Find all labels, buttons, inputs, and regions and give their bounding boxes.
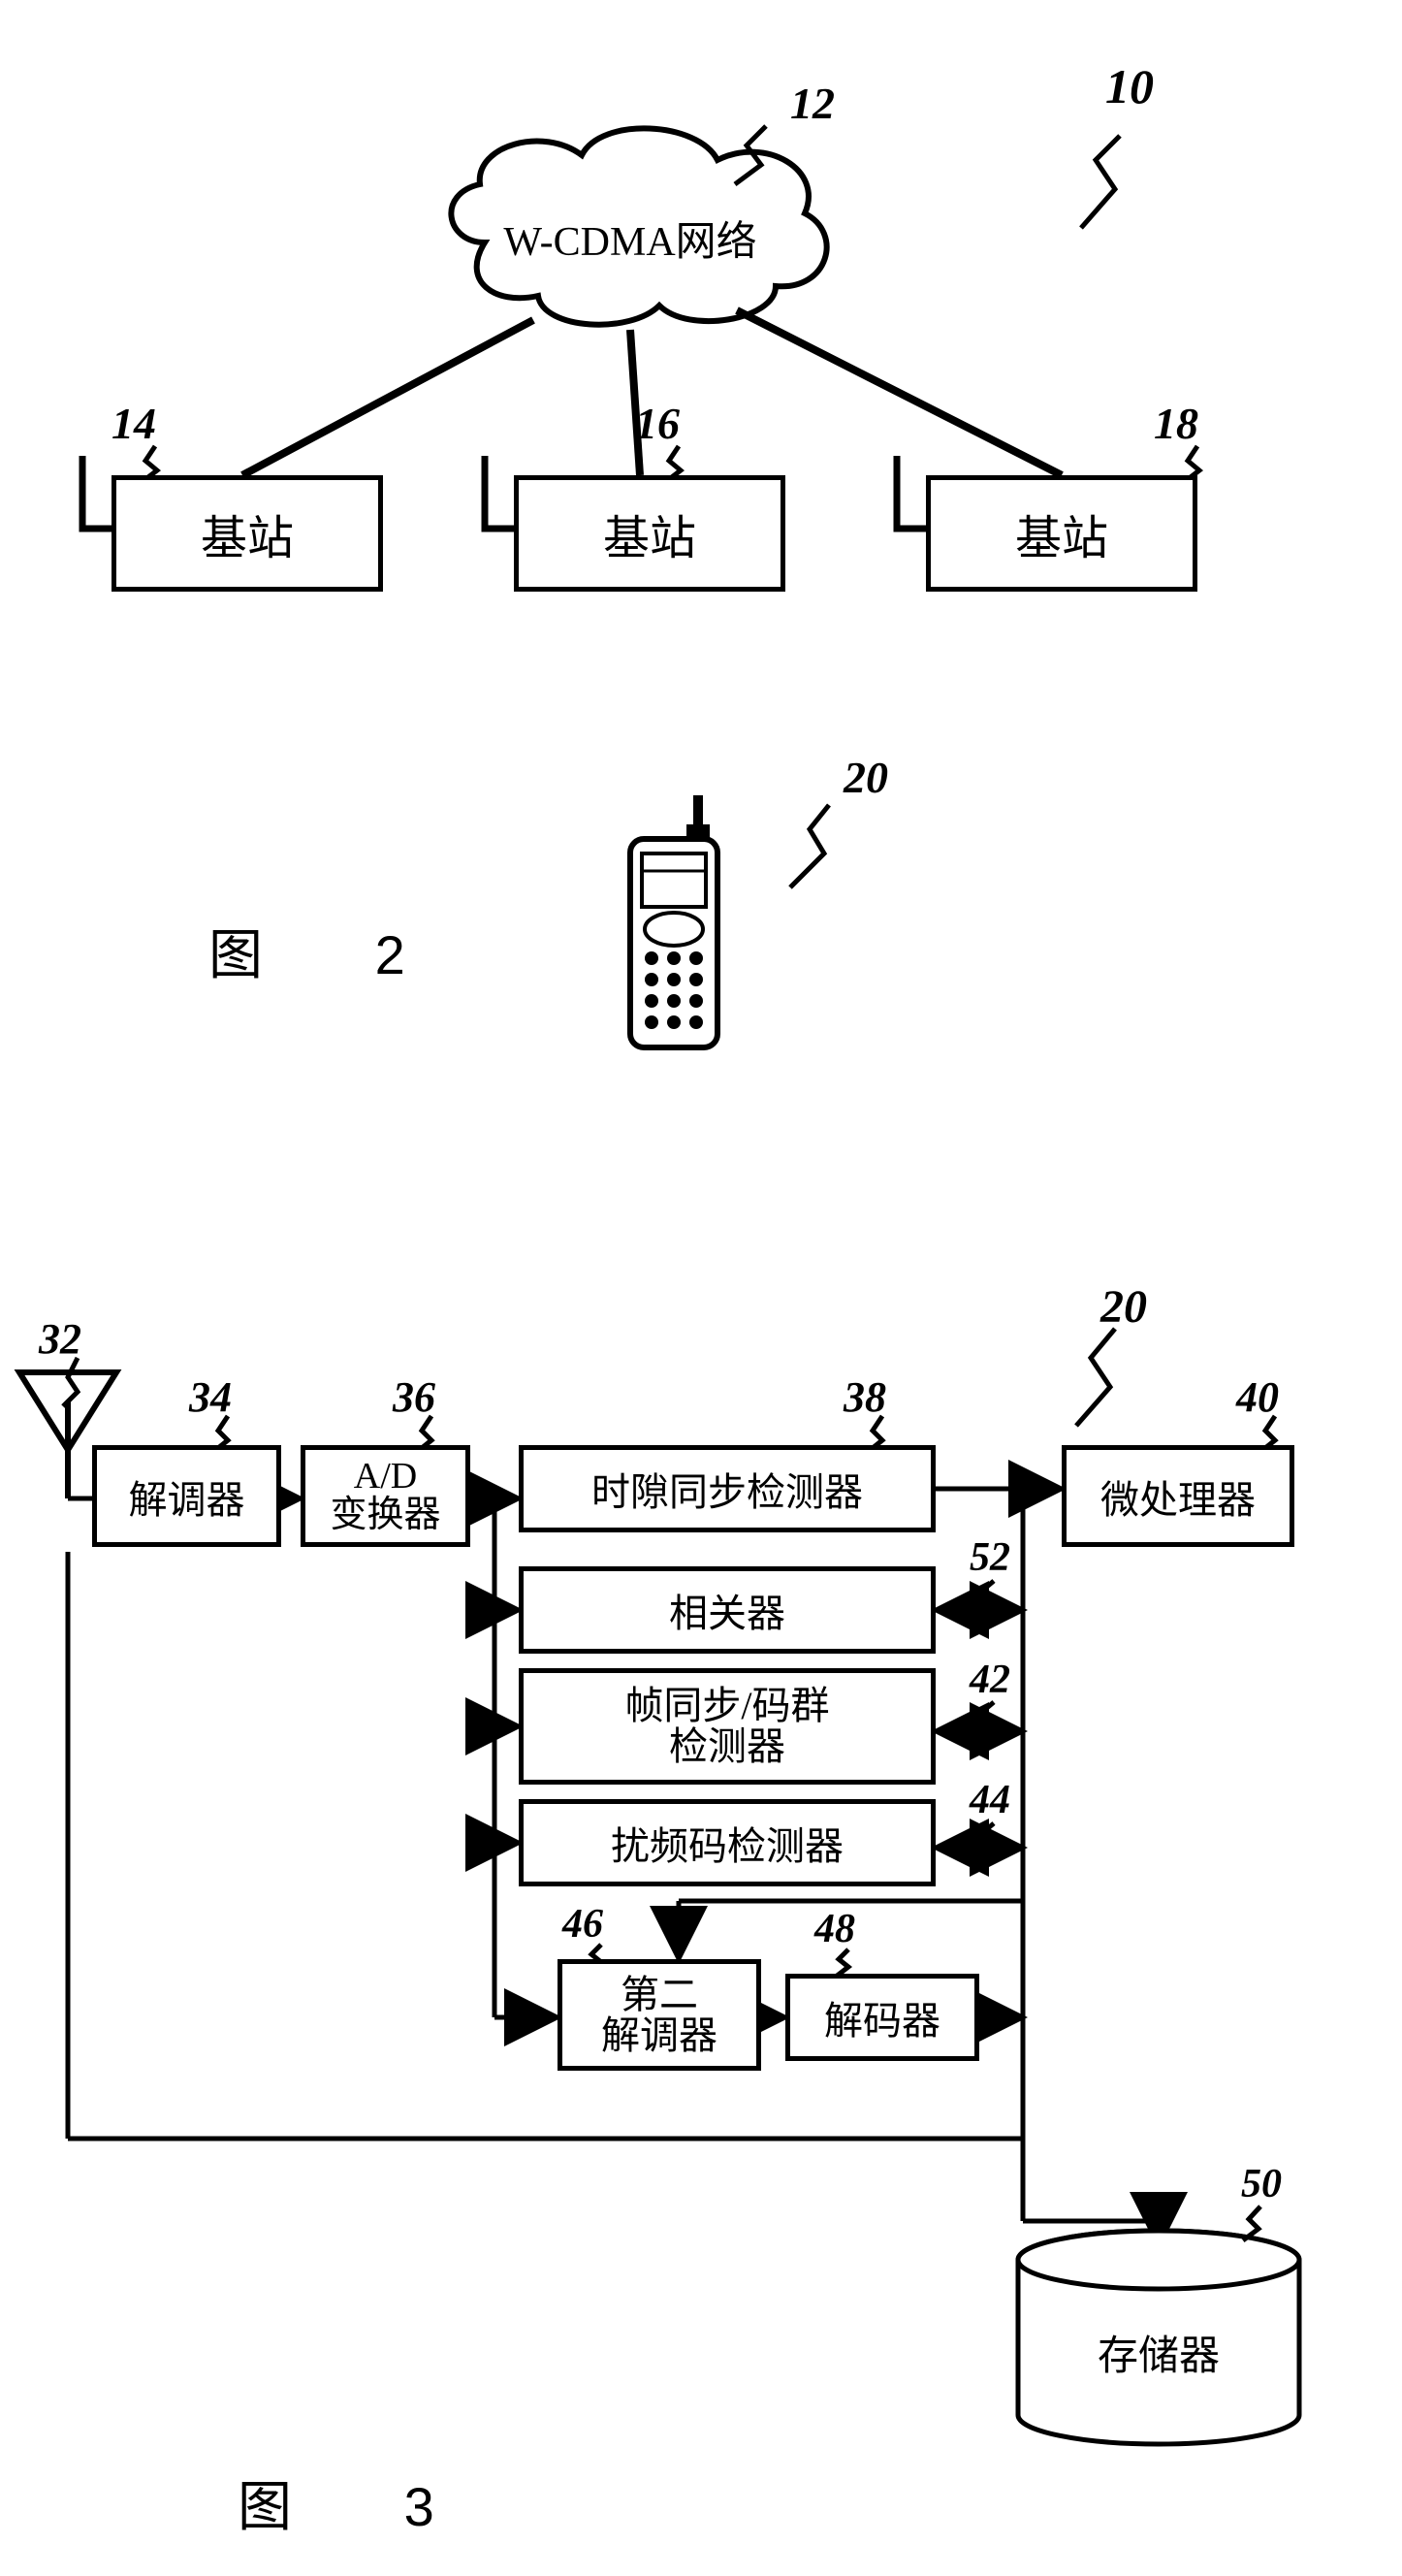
ref-20: 20 (844, 752, 888, 803)
ref-18: 18 (1154, 398, 1198, 449)
ref-14: 14 (112, 398, 156, 449)
ref3-50: 50 (1241, 2161, 1282, 2207)
demod2-l2: 解调器 (601, 2015, 717, 2056)
scramble-box: 扰频码检测器 (519, 1799, 936, 1886)
decoder-box: 解码器 (785, 1974, 979, 2061)
ref3-38: 38 (844, 1372, 886, 1422)
ref3-48: 48 (814, 1906, 855, 1952)
memory-label: 存储器 (1071, 2323, 1246, 2382)
ref3-42: 42 (970, 1657, 1010, 1703)
ref3-44: 44 (970, 1777, 1010, 1823)
slot-label: 时隙同步检测器 (591, 1461, 863, 1517)
demod-label: 解调器 (129, 1468, 245, 1525)
diagram-page: W-CDMA网络 基站 基站 基站 10 12 14 16 18 20 (0, 0, 1402, 2576)
corr-label: 相关器 (669, 1582, 785, 1638)
bs3-label: 基站 (1015, 499, 1108, 567)
bs1-label: 基站 (201, 499, 294, 567)
slot-sync-box: 时隙同步检测器 (519, 1445, 936, 1532)
ref3-20: 20 (1100, 1280, 1147, 1334)
fig2-word: 图 (208, 924, 282, 985)
ref3-34: 34 (189, 1372, 232, 1422)
base-station-1: 基站 (112, 475, 383, 592)
demodulator-box: 解调器 (92, 1445, 281, 1547)
adc-box: A/D 变换器 (301, 1445, 470, 1547)
phone-icon (601, 795, 747, 1067)
scramble-label: 扰频码检测器 (611, 1815, 844, 1871)
fig3-label: 图 3 (238, 2463, 454, 2542)
ref-10: 10 (1105, 58, 1154, 114)
ref3-32: 32 (39, 1314, 81, 1364)
fig3-word: 图 (238, 2476, 311, 2537)
cpu-box: 微处理器 (1062, 1445, 1294, 1547)
fig3-container: 解调器 A/D 变换器 时隙同步检测器 相关器 帧同步/码群 检测器 扰频码检测… (0, 1261, 1402, 2576)
base-station-3: 基站 (926, 475, 1197, 592)
frame-sync-box: 帧同步/码群 检测器 (519, 1668, 936, 1785)
demod2-box: 第二 解调器 (558, 1959, 761, 2071)
ref-12: 12 (790, 78, 835, 129)
cpu-label: 微处理器 (1100, 1468, 1256, 1525)
ref3-46: 46 (562, 1901, 603, 1948)
ref3-52: 52 (970, 1534, 1010, 1581)
base-station-2: 基站 (514, 475, 785, 592)
network-label: W-CDMA网络 (494, 209, 766, 268)
demod2-l1: 第二 (621, 1975, 698, 2015)
adc-l1: A/D (354, 1458, 417, 1497)
frame-l2: 检测器 (669, 1726, 785, 1767)
fig3-num: 3 (404, 2476, 454, 2537)
correlator-box: 相关器 (519, 1566, 936, 1654)
fig2-num: 2 (375, 924, 425, 985)
ref3-36: 36 (393, 1372, 435, 1422)
frame-l1: 帧同步/码群 (624, 1686, 829, 1726)
bs2-label: 基站 (603, 499, 696, 567)
decoder-label: 解码器 (824, 1989, 940, 2045)
fig2-label: 图 2 (208, 912, 425, 990)
ref3-40: 40 (1236, 1372, 1279, 1422)
adc-l2: 变换器 (330, 1497, 440, 1535)
ref-16: 16 (635, 398, 680, 449)
